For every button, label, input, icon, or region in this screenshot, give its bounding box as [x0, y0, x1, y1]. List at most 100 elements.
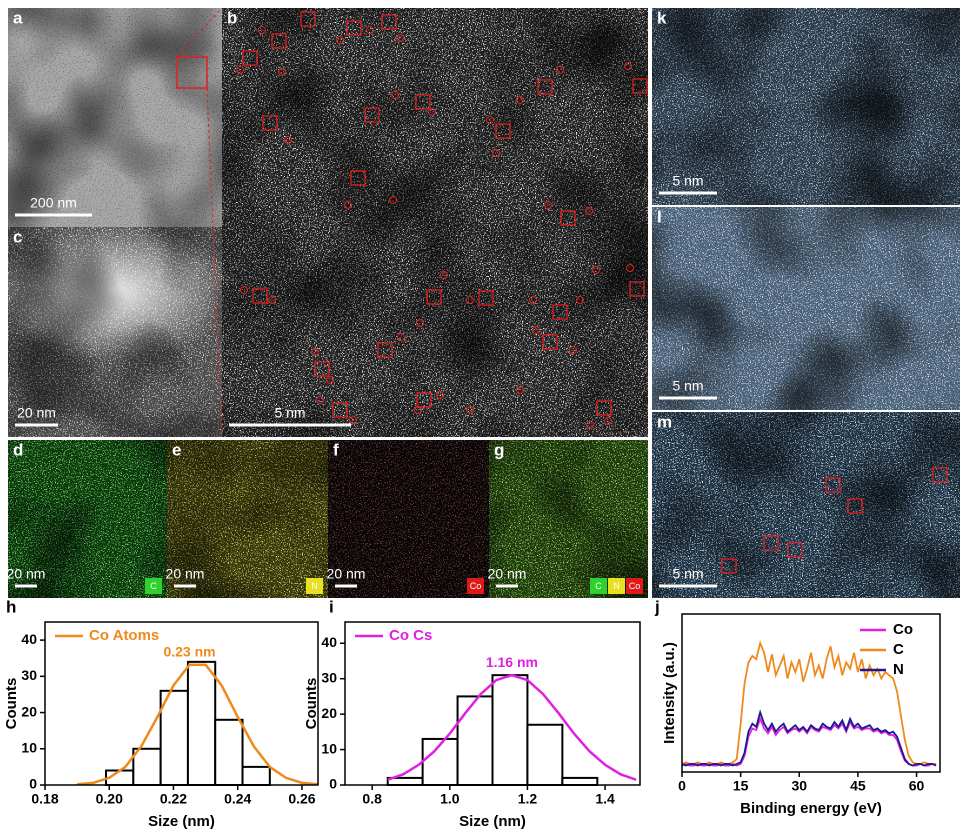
fit-curve	[387, 673, 637, 781]
scale-bar-label: 20 nm	[488, 566, 527, 582]
cluster-marker	[252, 288, 268, 304]
image-panel	[652, 412, 960, 598]
cluster-marker	[300, 11, 316, 27]
panel-label: g	[494, 440, 504, 459]
image-panel	[652, 8, 960, 205]
atom-marker	[624, 62, 632, 70]
x-tick-label: 1.2	[518, 791, 538, 807]
scale-bar-label: 200 nm	[30, 195, 77, 211]
panel-label: h	[6, 597, 16, 616]
cluster-marker	[629, 281, 645, 297]
cluster-marker	[377, 342, 393, 358]
image-shade	[222, 8, 648, 437]
panel-label: j	[654, 597, 660, 616]
x-tick-label: 1.4	[595, 791, 615, 807]
atom-marker	[585, 207, 593, 215]
element-tag	[590, 578, 607, 594]
atom-marker	[556, 66, 564, 74]
y-tick-label: 40	[21, 631, 37, 647]
cluster-marker	[721, 558, 737, 574]
histogram-bar	[132, 747, 162, 786]
legend-label: Co	[893, 621, 913, 638]
image-shade	[652, 207, 960, 410]
atom-marker	[366, 26, 374, 34]
atom-marker	[466, 296, 474, 304]
atom-marker	[258, 26, 266, 34]
y-tick-label: 10	[21, 739, 37, 755]
plot-frame	[44, 621, 319, 786]
cluster-marker	[552, 304, 568, 320]
histogram-bar	[421, 737, 459, 786]
cluster-marker	[763, 535, 779, 551]
scale-bar-label: 20 nm	[17, 405, 56, 421]
element-tag-label: N	[613, 581, 620, 591]
x-tick-label: 0.8	[362, 791, 382, 807]
cluster-marker	[478, 290, 494, 306]
cluster-marker	[787, 542, 803, 558]
y-tick-label: 20	[21, 703, 37, 719]
element-tag	[626, 578, 643, 594]
scale-bar-label: 20 nm	[327, 566, 366, 582]
panel-label: k	[657, 8, 667, 27]
panel-label: l	[657, 207, 662, 226]
y-tick-label: 30	[321, 669, 337, 685]
image-panel	[8, 440, 167, 598]
image-shade	[489, 440, 648, 598]
image-panel	[652, 207, 960, 410]
y-tick-label: 30	[21, 667, 37, 683]
cluster-marker	[350, 170, 366, 186]
atom-marker	[436, 391, 444, 399]
scale-bar-label: 20 nm	[7, 566, 46, 582]
cluster-marker	[364, 107, 380, 123]
cluster-marker	[332, 402, 348, 418]
x-tick-label: 0.22	[160, 791, 187, 807]
scale-bar-label: 5 nm	[672, 173, 703, 189]
cluster-marker	[314, 361, 330, 377]
panel-label: d	[13, 440, 23, 459]
atom-marker	[626, 264, 634, 272]
element-tag	[467, 578, 484, 594]
atom-marker	[604, 417, 612, 425]
cluster-marker	[825, 477, 841, 493]
atom-marker	[316, 396, 324, 404]
cluster-marker	[932, 467, 948, 483]
atom-marker	[416, 319, 424, 327]
y-axis-title: Counts	[3, 678, 20, 730]
image-shade	[8, 440, 167, 598]
panel-label: b	[227, 8, 237, 27]
element-tag-label: Co	[470, 581, 482, 591]
atom-marker	[391, 91, 399, 99]
panel-label: a	[13, 8, 23, 27]
atom-marker	[414, 406, 422, 414]
atom-marker	[240, 286, 248, 294]
atom-marker	[586, 421, 594, 429]
histogram-bar	[214, 718, 244, 786]
x-tick-label: 0.26	[288, 791, 315, 807]
image-shade	[652, 412, 960, 598]
histogram-bar	[186, 660, 217, 786]
atom-marker	[326, 376, 334, 384]
atom-marker	[532, 326, 540, 334]
x-axis-title: Binding energy (eV)	[740, 800, 882, 817]
atom-marker	[529, 296, 537, 304]
x-tick-label: 0.18	[31, 791, 58, 807]
y-tick-label: 10	[321, 740, 337, 756]
x-tick-label: 15	[733, 778, 749, 794]
element-tag-label: C	[595, 581, 602, 591]
histogram-bar	[491, 674, 529, 786]
panel-label: i	[329, 597, 334, 616]
element-tag	[306, 578, 323, 594]
cluster-marker	[847, 498, 863, 514]
histogram-bar	[241, 765, 271, 787]
image-panel	[167, 440, 328, 598]
atom-marker	[544, 201, 552, 209]
cluster-marker	[495, 123, 511, 139]
y-tick-label: 0	[29, 776, 37, 792]
atom-marker	[397, 333, 405, 341]
element-tag	[145, 578, 162, 594]
scale-bar-label: 20 nm	[166, 566, 205, 582]
element-tag-label: N	[311, 581, 318, 591]
legend-label: N	[893, 661, 904, 678]
atom-marker	[236, 66, 244, 74]
